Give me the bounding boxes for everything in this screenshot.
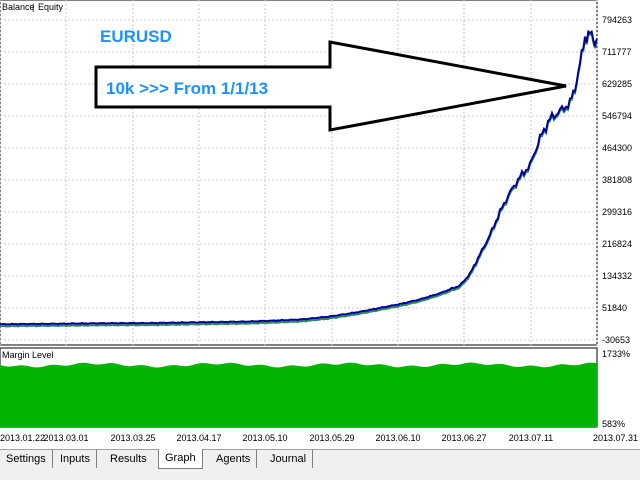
tab-inputs[interactable]: Inputs — [54, 450, 97, 468]
legend-equity: Equity — [38, 2, 64, 12]
y-tick-label: 381808 — [602, 175, 632, 185]
left-arrow-icon — [94, 40, 567, 132]
y-tick-label: -30653 — [602, 335, 630, 345]
x-tick-label: 2013.06.10 — [375, 433, 420, 443]
main-y-axis: 794263 711777 629285 546794 464300 381808 2993… — [602, 15, 632, 345]
legend-separator: | — [32, 2, 34, 12]
y-tick-label: 51840 — [602, 303, 627, 313]
x-tick-label: 2013.03.25 — [110, 433, 155, 443]
annotation-subtitle: 10k >>> From 1/1/13 — [106, 79, 268, 98]
x-tick-label: 2013.07.31 — [593, 433, 638, 443]
y-tick-label: 216824 — [602, 239, 632, 249]
y-tick-label: 546794 — [602, 111, 632, 121]
tab-results[interactable]: Results — [110, 453, 147, 465]
x-tick-label: 2013.03.01 — [43, 433, 88, 443]
x-tick-label: 2013.07.11 — [509, 433, 553, 443]
tab-settings[interactable]: Settings — [0, 450, 53, 468]
x-tick-label: 2013.04.17 — [176, 433, 221, 443]
tester-tab-bar: Settings Inputs Results Graph Agents Jou… — [0, 449, 640, 480]
margin-level-area — [0, 362, 597, 427]
margin-tick-top: 1733% — [602, 349, 630, 359]
balance-line — [0, 29, 598, 326]
tab-journal[interactable]: Journal — [264, 450, 314, 468]
y-tick-label: 299316 — [602, 207, 632, 217]
annotation-title: EURUSD — [100, 27, 172, 46]
y-tick-label: 464300 — [602, 143, 632, 153]
main-plot-frame — [0, 0, 598, 346]
legend-balance: Balance — [2, 2, 35, 12]
y-tick-label: 134332 — [602, 271, 632, 281]
margin-panel-label: Margin Level — [2, 350, 54, 360]
x-tick-label: 2013.05.29 — [309, 433, 354, 443]
margin-tick-bottom: 583% — [602, 419, 625, 429]
x-tick-label: 2013.01.22 — [0, 433, 45, 443]
vertical-grid — [0, 0, 598, 427]
y-tick-label: 711777 — [602, 47, 631, 57]
y-tick-label: 629285 — [602, 79, 632, 89]
x-tick-label: 2013.05.10 — [242, 433, 287, 443]
y-tick-label: 794263 — [602, 15, 632, 25]
tab-agents[interactable]: Agents — [210, 450, 258, 468]
chart-canvas: 794263 711777 629285 546794 464300 381808 2993… — [0, 0, 638, 443]
tab-graph[interactable]: Graph — [158, 449, 203, 469]
x-tick-label: 2013.06.27 — [441, 433, 486, 443]
